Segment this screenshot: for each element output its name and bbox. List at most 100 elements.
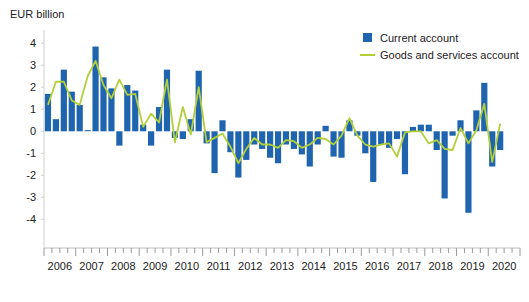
bar	[85, 130, 91, 131]
x-tick-label: 2014	[301, 260, 325, 272]
y-tick	[41, 175, 44, 176]
legend-label: Goods and services account	[380, 49, 519, 61]
x-tick	[353, 248, 354, 253]
bar	[394, 131, 400, 139]
x-tick-label: 2015	[333, 260, 357, 272]
y-tick	[41, 87, 44, 88]
x-tick	[234, 248, 235, 256]
bar	[116, 131, 122, 145]
x-tick	[115, 248, 116, 253]
x-tick	[472, 248, 473, 253]
x-tick	[59, 248, 60, 253]
plot-area	[45, 47, 503, 213]
line	[48, 61, 500, 163]
x-tick	[139, 248, 140, 256]
bar	[77, 105, 83, 131]
x-tick	[282, 248, 283, 253]
bar	[299, 131, 305, 154]
y-tick	[41, 197, 44, 198]
x-tick	[456, 248, 457, 256]
x-tick	[337, 248, 338, 253]
y-tick-label: -1	[26, 147, 36, 159]
y-tick-label: -4	[26, 213, 36, 225]
bar	[449, 131, 455, 135]
x-tick	[496, 248, 497, 253]
x-tick	[83, 248, 84, 253]
y-tick	[41, 219, 44, 220]
x-tick	[194, 248, 195, 253]
x-tick	[512, 248, 513, 253]
x-tick-label: 2006	[48, 260, 72, 272]
y-tick-label: 3	[30, 59, 36, 71]
bar	[235, 131, 241, 177]
x-tick	[186, 248, 187, 253]
x-tick-label: 2009	[143, 260, 167, 272]
x-tick	[155, 248, 156, 253]
x-tick	[75, 248, 76, 256]
x-tick	[163, 248, 164, 253]
x-tick	[504, 248, 505, 253]
x-tick	[258, 248, 259, 253]
x-tick	[242, 248, 243, 253]
x-tick	[377, 248, 378, 253]
x-tick	[266, 248, 267, 256]
y-tick	[41, 109, 44, 110]
x-tick	[226, 248, 227, 253]
bar	[426, 125, 432, 132]
x-tick	[432, 248, 433, 253]
bar	[92, 47, 98, 132]
x-tick	[464, 248, 465, 253]
x-tick	[289, 248, 290, 253]
y-axis-label: EUR billion	[10, 8, 64, 20]
x-tick-label: 2016	[365, 260, 389, 272]
legend-label: Current account	[380, 32, 458, 44]
x-tick	[361, 248, 362, 256]
x-tick	[202, 248, 203, 256]
x-tick	[424, 248, 425, 256]
x-tick	[297, 248, 298, 256]
x-tick	[480, 248, 481, 253]
x-tick	[329, 248, 330, 256]
x-tick-label: 2012	[238, 260, 262, 272]
x-tick	[313, 248, 314, 253]
x-tick-label: 2011	[207, 260, 231, 272]
bar	[148, 131, 154, 145]
bar	[61, 70, 67, 132]
bar	[219, 120, 225, 131]
x-tick	[123, 248, 124, 253]
x-tick-label: 2018	[428, 260, 452, 272]
x-tick	[416, 248, 417, 253]
y-tick	[41, 131, 44, 132]
x-tick	[44, 248, 45, 256]
x-tick	[274, 248, 275, 253]
x-tick	[401, 248, 402, 253]
y-tick	[41, 153, 44, 154]
x-tick	[67, 248, 68, 253]
x-tick	[393, 248, 394, 256]
x-tick	[345, 248, 346, 253]
legend-swatch	[360, 54, 375, 56]
x-tick	[305, 248, 306, 253]
y-axis-line	[44, 30, 45, 248]
x-tick-label: 2007	[79, 260, 103, 272]
x-tick	[91, 248, 92, 253]
y-tick-label: 4	[30, 37, 36, 49]
bar	[418, 125, 424, 132]
x-tick	[250, 248, 251, 253]
x-tick-label: 2010	[175, 260, 199, 272]
x-tick	[178, 248, 179, 253]
x-tick	[385, 248, 386, 253]
x-tick-label: 2020	[492, 260, 516, 272]
x-tick-label: 2013	[270, 260, 294, 272]
x-tick	[408, 248, 409, 253]
y-tick	[41, 43, 44, 44]
x-tick	[170, 248, 171, 256]
x-tick	[131, 248, 132, 253]
x-tick-label: 2017	[397, 260, 421, 272]
bar	[307, 131, 313, 166]
x-tick	[520, 248, 521, 256]
x-tick	[147, 248, 148, 253]
x-tick	[488, 248, 489, 256]
y-tick	[41, 65, 44, 66]
y-tick-label: 1	[30, 103, 36, 115]
